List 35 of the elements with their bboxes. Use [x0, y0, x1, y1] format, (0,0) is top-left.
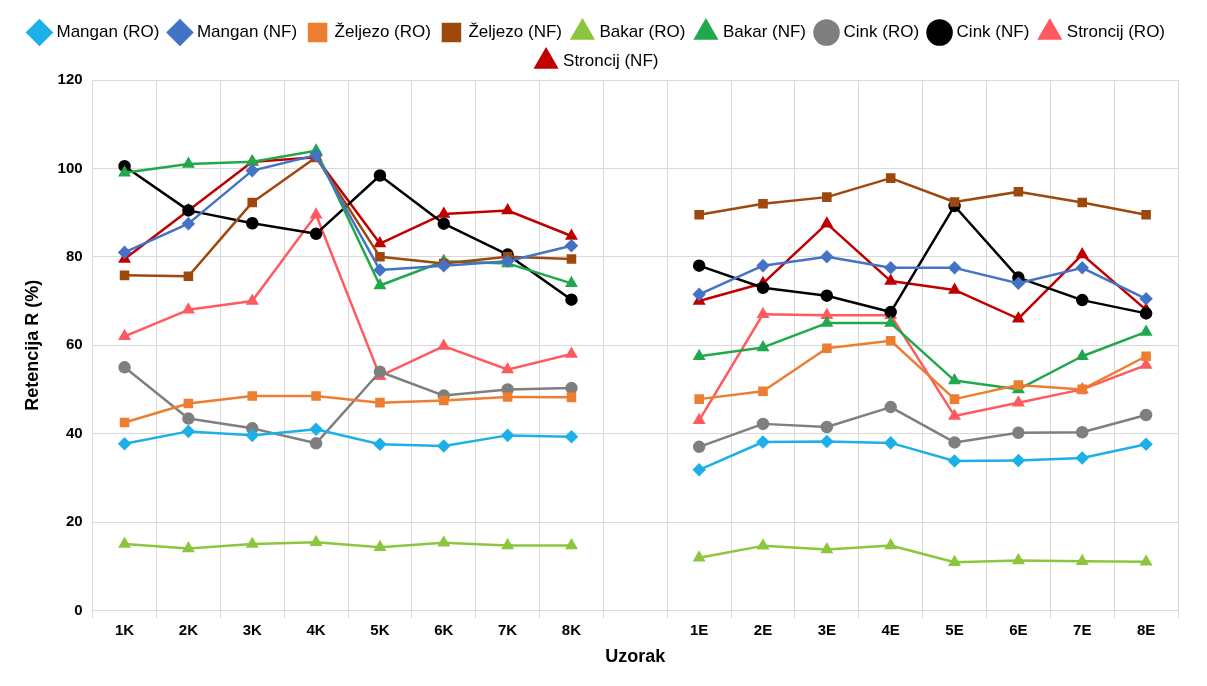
x-tick-label: 1K: [114, 620, 135, 638]
x-tick-label: 5E: [945, 620, 964, 638]
x-tick-label: 7E: [1073, 620, 1092, 638]
x-tick-label: 7K: [498, 620, 518, 638]
legend-label: Stroncij (NF): [563, 51, 659, 71]
x-tick-label: 4K: [306, 620, 326, 638]
x-tick-label: 4E: [881, 620, 900, 638]
legend-label: Mangan (NF): [196, 22, 298, 42]
x-tick-label: 3K: [242, 620, 262, 638]
legend-label: Cink (RO): [843, 22, 920, 42]
x-tick-label: 8E: [1136, 620, 1156, 638]
y-tick-label: 40: [65, 423, 83, 441]
y-tick-label: 80: [65, 246, 83, 264]
y-tick-label: 0: [74, 600, 83, 618]
y-tick-label: 60: [65, 335, 83, 353]
x-axis-title: Uzorak: [605, 646, 667, 667]
legend-label: Bakar (NF): [722, 22, 807, 42]
legend-label: Mangan (RO): [56, 22, 160, 42]
y-tick-label: 120: [57, 70, 83, 88]
x-tick-label: 2E: [753, 620, 773, 638]
y-tick-label: 20: [65, 512, 83, 530]
x-tick-label: 2K: [178, 620, 199, 638]
legend-label: Bakar (RO): [599, 22, 686, 42]
x-tick-label: 1E: [689, 620, 709, 638]
x-tick-label: 8K: [561, 620, 582, 638]
legend-label: Željezo (RO): [334, 22, 431, 42]
y-axis-title: Retencija R (%): [21, 279, 42, 411]
x-tick-label: 6E: [1009, 620, 1028, 638]
legend-label: Željezo (NF): [468, 22, 562, 42]
legend-label: Stroncij (RO): [1066, 22, 1166, 42]
x-tick-label: 3E: [817, 620, 837, 638]
x-tick-label: 5K: [370, 620, 390, 638]
legend-label: Cink (NF): [956, 22, 1030, 42]
x-tick-label: 6K: [434, 620, 454, 638]
y-tick-label: 100: [57, 158, 83, 176]
